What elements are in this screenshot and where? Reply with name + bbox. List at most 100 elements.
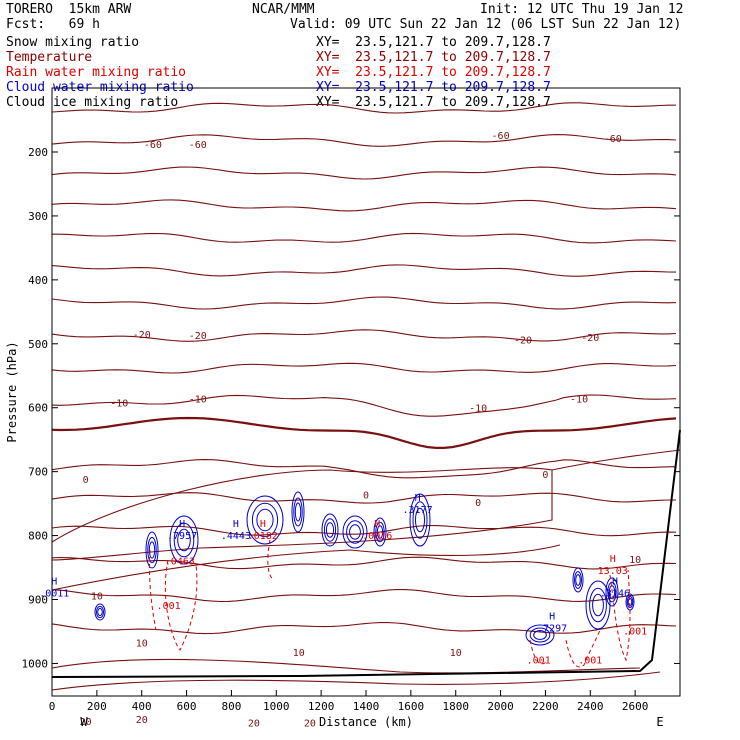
cloud-water-contour <box>572 567 584 593</box>
temperature-label: 20 <box>304 718 316 729</box>
temperature-label: -10 <box>570 395 588 406</box>
cloud-water-contour <box>148 541 156 559</box>
temperature-label: -20 <box>514 336 532 347</box>
temperature-isotherm <box>51 459 677 479</box>
x-tick-label: 2600 <box>622 700 649 713</box>
temperature-isotherm <box>51 102 676 114</box>
temperature-isotherm-lower <box>551 449 681 471</box>
maximum-value: .0016 <box>362 531 392 542</box>
maximum-value: .3177 <box>403 505 433 516</box>
cloud-water-contour <box>325 522 335 538</box>
terrain-line <box>51 429 681 678</box>
cloud-water-contour <box>605 577 619 607</box>
cloud-water-contour <box>169 515 199 565</box>
temperature-label: 20 <box>136 715 148 726</box>
x-tick-label: 1400 <box>353 700 380 713</box>
x-tick-label: 1600 <box>398 700 425 713</box>
x-axis-label: Distance (km) <box>319 715 413 729</box>
cloud-water-contours <box>94 491 635 646</box>
maximum-value: .001 <box>578 655 602 666</box>
y-tick-label: 300 <box>28 210 48 223</box>
init-time: Init: 12 UTC Thu 19 Jan 12 <box>480 2 684 17</box>
temperature-isotherm <box>51 329 677 342</box>
x-tick-label: 0 <box>49 700 56 713</box>
cloud-water-contour <box>607 581 617 603</box>
cloud-water-contour <box>96 605 104 619</box>
y-axis-label: Pressure (hPa) <box>5 341 19 442</box>
cloud-water-contour <box>342 515 368 549</box>
temperature-isotherm <box>51 134 677 147</box>
cloud-water-contour <box>592 593 604 617</box>
maximum-value: .001 <box>157 601 181 612</box>
axes: 0 200 400 600 800 1000 1200 1400 1600 1800 2000 220… <box>22 146 680 713</box>
y-tick-label: 800 <box>28 530 48 543</box>
temperature-label: -10 <box>110 398 128 409</box>
cloud-water-contour <box>574 571 582 589</box>
temperature-label: 10 <box>450 648 462 659</box>
temperature-isotherm-lower <box>51 671 661 691</box>
legend-snow-xy: XY= 23.5,121.7 to 209.7,128.7 <box>316 35 551 50</box>
temperature-label: 0 <box>83 475 89 486</box>
maximum-marker: H <box>51 576 57 587</box>
cloud-water-contour <box>291 491 305 533</box>
y-tick-label: 400 <box>28 274 48 287</box>
maximum-value: .7297 <box>537 623 567 634</box>
temperature-label: -10 <box>469 404 487 415</box>
cloud-water-contour <box>589 587 607 623</box>
cloud-water-contour <box>246 495 284 545</box>
rain-contour <box>164 559 198 651</box>
rain-contours <box>148 539 631 668</box>
maximum-marker: H <box>610 554 616 565</box>
temperature-label: -60 <box>144 140 162 151</box>
temperature-label: 0 <box>363 491 369 502</box>
maximum-value: .4443 <box>221 531 251 542</box>
legend-cloud-water: Cloud water mixing ratio <box>6 80 194 95</box>
maximum-marker: H <box>233 519 239 530</box>
legend-temperature: Temperature <box>6 50 93 65</box>
cloud-water-contour <box>251 502 279 538</box>
temperature-isotherm <box>51 166 677 180</box>
temperature-contours <box>51 102 681 691</box>
maximum-marker: H <box>612 576 618 587</box>
temperature-label: -60 <box>604 134 622 145</box>
temperature-isotherm <box>51 589 677 603</box>
legend-cloud-ice: Cloud ice mixing ratio <box>6 95 179 110</box>
temperature-isotherm-lower <box>51 658 641 674</box>
maximum-value: .001 <box>623 627 647 638</box>
rain-contour <box>148 549 157 631</box>
maximum-value: .0463 <box>165 556 195 567</box>
west-label: W <box>80 715 88 729</box>
x-tick-label: 2200 <box>532 700 559 713</box>
temperature-isotherm <box>51 525 677 537</box>
temperature-isotherm <box>51 416 677 449</box>
temperature-label: -20 <box>189 331 207 342</box>
maximum-value: .0182 <box>248 531 278 542</box>
cloud-water-contour <box>145 531 159 569</box>
legend-cloud-ice-xy: XY= 23.5,121.7 to 209.7,128.7 <box>316 95 551 110</box>
temperature-isotherm-lower <box>51 544 561 591</box>
temperature-label: -60 <box>492 131 510 142</box>
temperature-label: -20 <box>133 330 151 341</box>
cloud-water-contour <box>415 507 425 533</box>
legend-rain-xy: XY= 23.5,121.7 to 209.7,128.7 <box>316 65 551 80</box>
cloud-water-contour <box>376 525 384 539</box>
x-tick-label: 2400 <box>577 700 604 713</box>
valid-time: Valid: 09 UTC Sun 22 Jan 12 (06 LST Sun … <box>290 17 682 32</box>
cloud-water-contour <box>412 501 428 539</box>
maximum-value: .0011 <box>39 588 69 599</box>
cloud-water-contour <box>525 624 555 646</box>
y-tick-label: 1000 <box>22 657 49 670</box>
temperature-label: 20 <box>80 717 92 728</box>
maximum-marker: H <box>179 519 185 530</box>
x-tick-label: 400 <box>132 700 152 713</box>
maximum-marker: H <box>549 611 555 622</box>
temperature-label: 20 <box>248 718 260 729</box>
x-tick-label: 800 <box>221 700 241 713</box>
cloud-water-contour <box>349 524 361 540</box>
legend-snow: Snow mixing ratio <box>6 35 140 50</box>
temperature-isotherm <box>52 232 677 244</box>
temperature-isotherm <box>51 394 677 417</box>
temperature-isotherm <box>51 362 677 374</box>
maximum-marker: H <box>415 493 421 504</box>
